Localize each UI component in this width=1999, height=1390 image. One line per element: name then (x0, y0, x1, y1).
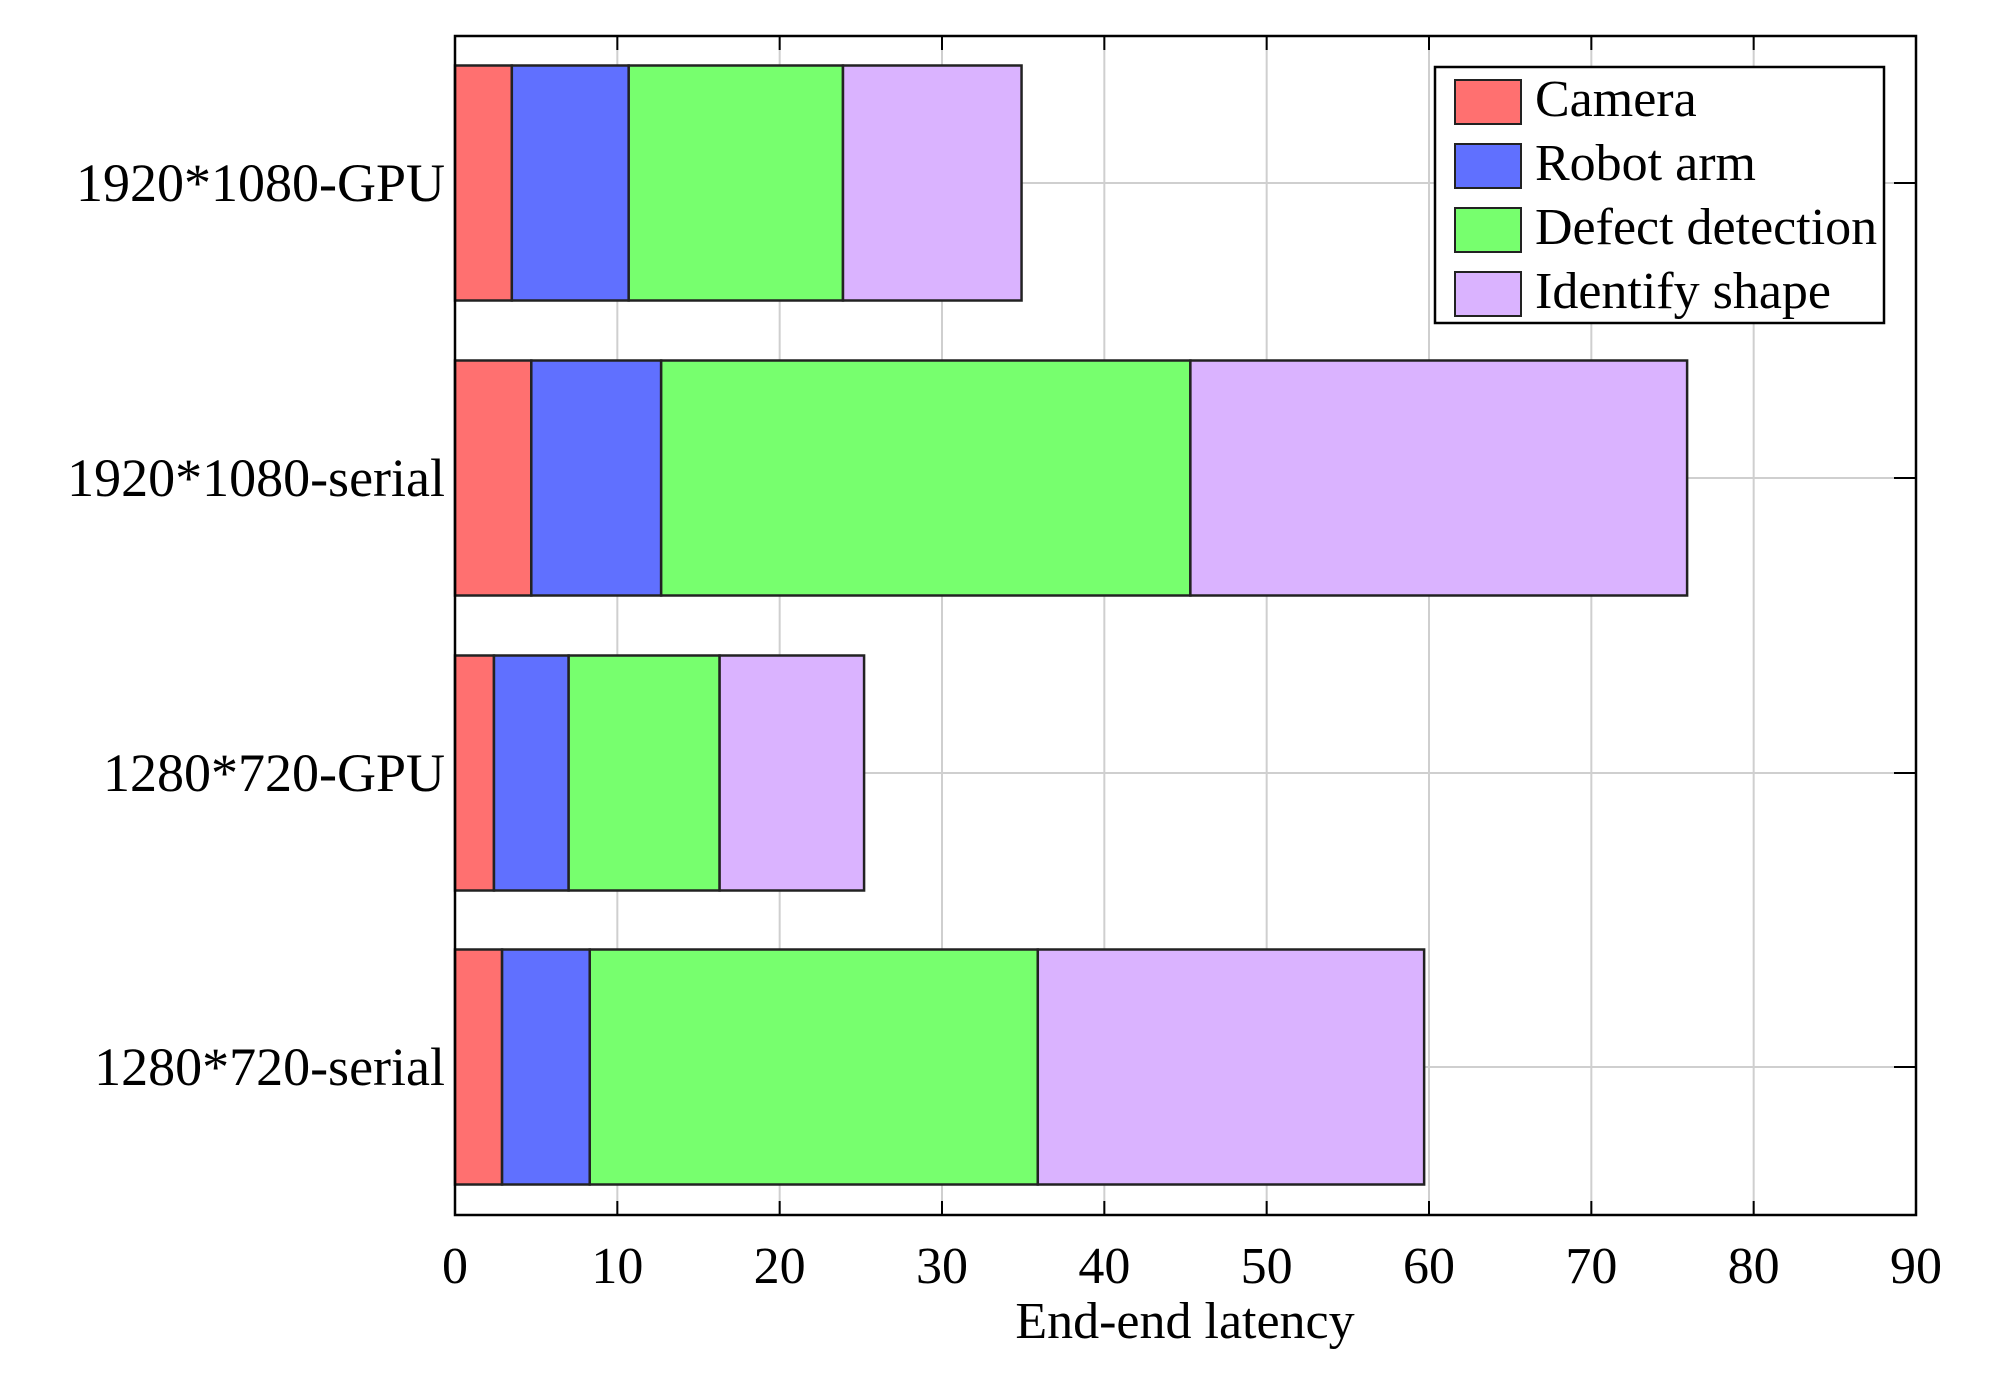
category-label: 1280*720-serial (94, 1037, 445, 1097)
bar-camera (453, 654, 496, 892)
category-labels: 1920*1080-GPU 1920*1080-serial 1280*720-GP… (67, 153, 445, 1097)
bar-robot-arm (510, 64, 630, 302)
bar-camera (453, 359, 533, 597)
bar-camera (453, 64, 514, 302)
bar-robot-arm (500, 948, 591, 1186)
x-axis-label: End-end latency (1015, 1293, 1354, 1350)
bar-robot-arm (492, 654, 570, 892)
tick-label-x: 0 (442, 1238, 468, 1295)
tick-label-x: 30 (916, 1238, 968, 1295)
bar-identify-shape (718, 654, 866, 892)
bar-defect-detection (588, 948, 1040, 1186)
tick-label-x: 70 (1565, 1238, 1617, 1295)
bar-camera (453, 948, 504, 1186)
bar-robot-arm (530, 359, 663, 597)
bar-defect-detection (627, 64, 845, 302)
tick-label-x: 40 (1078, 1238, 1130, 1295)
tick-label-x: 90 (1890, 1238, 1942, 1295)
bar-identify-shape (1036, 948, 1426, 1186)
legend-swatch (1454, 143, 1522, 189)
category-label: 1280*720-GPU (103, 743, 445, 803)
tick-label-x: 60 (1403, 1238, 1455, 1295)
tick-label-x: 50 (1241, 1238, 1293, 1295)
legend-label: Defect detection (1535, 199, 1877, 256)
bars (453, 64, 1689, 1186)
legend-label: Camera (1535, 71, 1697, 128)
legend-swatch (1454, 207, 1522, 253)
legend: Camera Robot arm Defect detection Identify … (1433, 65, 1886, 325)
legend-label: Identify shape (1535, 263, 1831, 320)
category-label: 1920*1080-serial (67, 448, 445, 508)
tick-label-x: 80 (1728, 1238, 1780, 1295)
tick-label-x: 10 (591, 1238, 643, 1295)
plot-frame (453, 34, 1918, 1217)
tick-label-x: 20 (754, 1238, 806, 1295)
bar-identify-shape (1189, 359, 1689, 597)
legend-swatch (1454, 79, 1522, 125)
bar-identify-shape (841, 64, 1023, 302)
bar-defect-detection (567, 654, 721, 892)
legend-label: Robot arm (1535, 135, 1756, 192)
ticks: 0 10 20 30 40 50 60 70 80 90 (442, 36, 1942, 1295)
category-label: 1920*1080-GPU (76, 153, 445, 213)
bar-defect-detection (659, 359, 1192, 597)
legend-swatch (1454, 271, 1522, 317)
